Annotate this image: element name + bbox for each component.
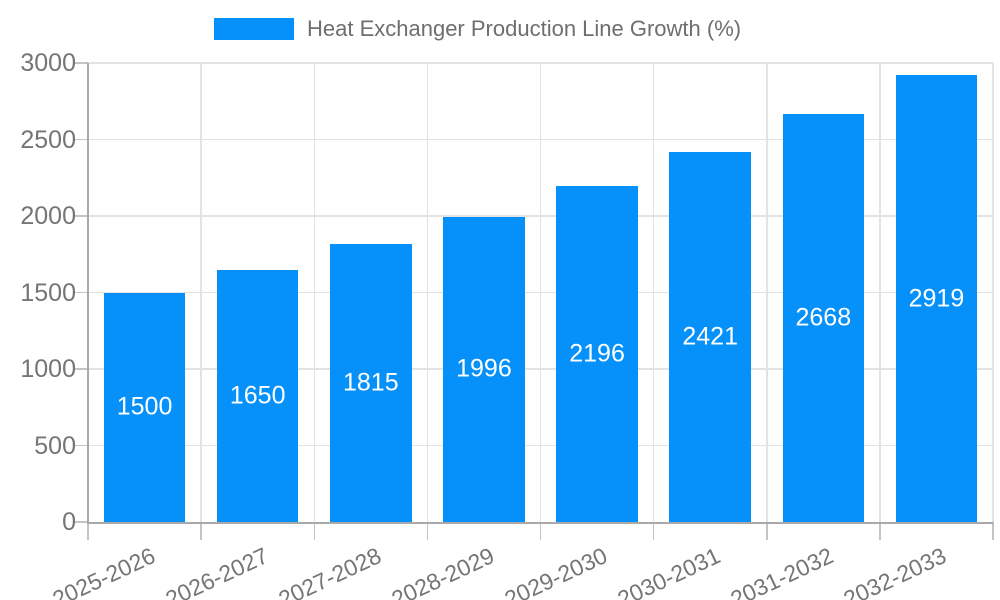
y-tick-label: 3000	[20, 49, 76, 77]
y-tick-label: 1500	[20, 278, 76, 307]
bar-value-label: 1650	[229, 381, 286, 410]
v-gridline	[879, 63, 881, 522]
y-tick-mark	[75, 62, 88, 64]
v-gridline	[200, 63, 202, 522]
bar-value-label: 2668	[795, 303, 852, 332]
y-tick-mark	[75, 521, 88, 523]
bar-value-label: 1996	[456, 354, 512, 383]
bar-value-label: 1815	[342, 368, 399, 397]
y-tick-label: 2500	[20, 125, 76, 154]
x-tick-mark	[539, 522, 542, 540]
x-tick-mark	[200, 522, 202, 540]
y-tick-mark	[75, 291, 88, 294]
y-tick-label: 1000	[20, 355, 76, 383]
bar-2032-2033[interactable]: 2919	[895, 75, 978, 522]
bar-2025-2026[interactable]: 1500	[103, 292, 186, 522]
legend-item[interactable]: Heat Exchanger Production Line Growth (%…	[214, 16, 741, 42]
y-tick-label: 2000	[20, 202, 76, 230]
v-gridline	[652, 63, 655, 522]
x-tick-mark	[313, 522, 315, 540]
bar-2027-2028[interactable]: 1815	[330, 244, 412, 522]
x-tick-mark	[87, 522, 89, 540]
y-tick-mark	[75, 138, 88, 141]
x-tick-mark	[426, 522, 429, 540]
v-gridline	[766, 63, 768, 522]
y-tick-mark	[75, 368, 88, 370]
x-tick-label: 2025-2026	[48, 542, 159, 600]
v-gridline	[539, 63, 542, 522]
bar-value-label: 2196	[569, 339, 625, 368]
bar-2029-2030[interactable]: 2196	[556, 186, 638, 522]
v-gridline	[992, 63, 994, 522]
x-axis-line	[88, 522, 993, 524]
legend-swatch-icon	[214, 18, 294, 40]
v-gridline	[426, 63, 429, 522]
bar-2030-2031[interactable]: 2421	[669, 151, 751, 522]
v-gridline	[313, 63, 315, 522]
bar-2026-2027[interactable]: 1650	[216, 269, 299, 522]
x-tick-mark	[652, 522, 655, 540]
x-tick-mark	[992, 522, 994, 540]
x-tick-mark	[766, 522, 768, 540]
legend-label: Heat Exchanger Production Line Growth (%…	[307, 16, 742, 41]
bar-value-label: 1500	[116, 392, 173, 421]
y-tick-label: 500	[34, 431, 76, 460]
bar-2028-2029[interactable]: 1996	[443, 216, 525, 522]
bar-2031-2032[interactable]: 2668	[782, 113, 865, 522]
x-tick-mark	[879, 522, 881, 540]
y-axis-line	[87, 63, 89, 524]
bar-value-label: 2421	[682, 322, 738, 351]
bar-value-label: 2919	[908, 284, 965, 313]
y-tick-mark	[75, 444, 88, 447]
y-tick-mark	[75, 215, 88, 217]
y-tick-label: 0	[62, 508, 76, 536]
